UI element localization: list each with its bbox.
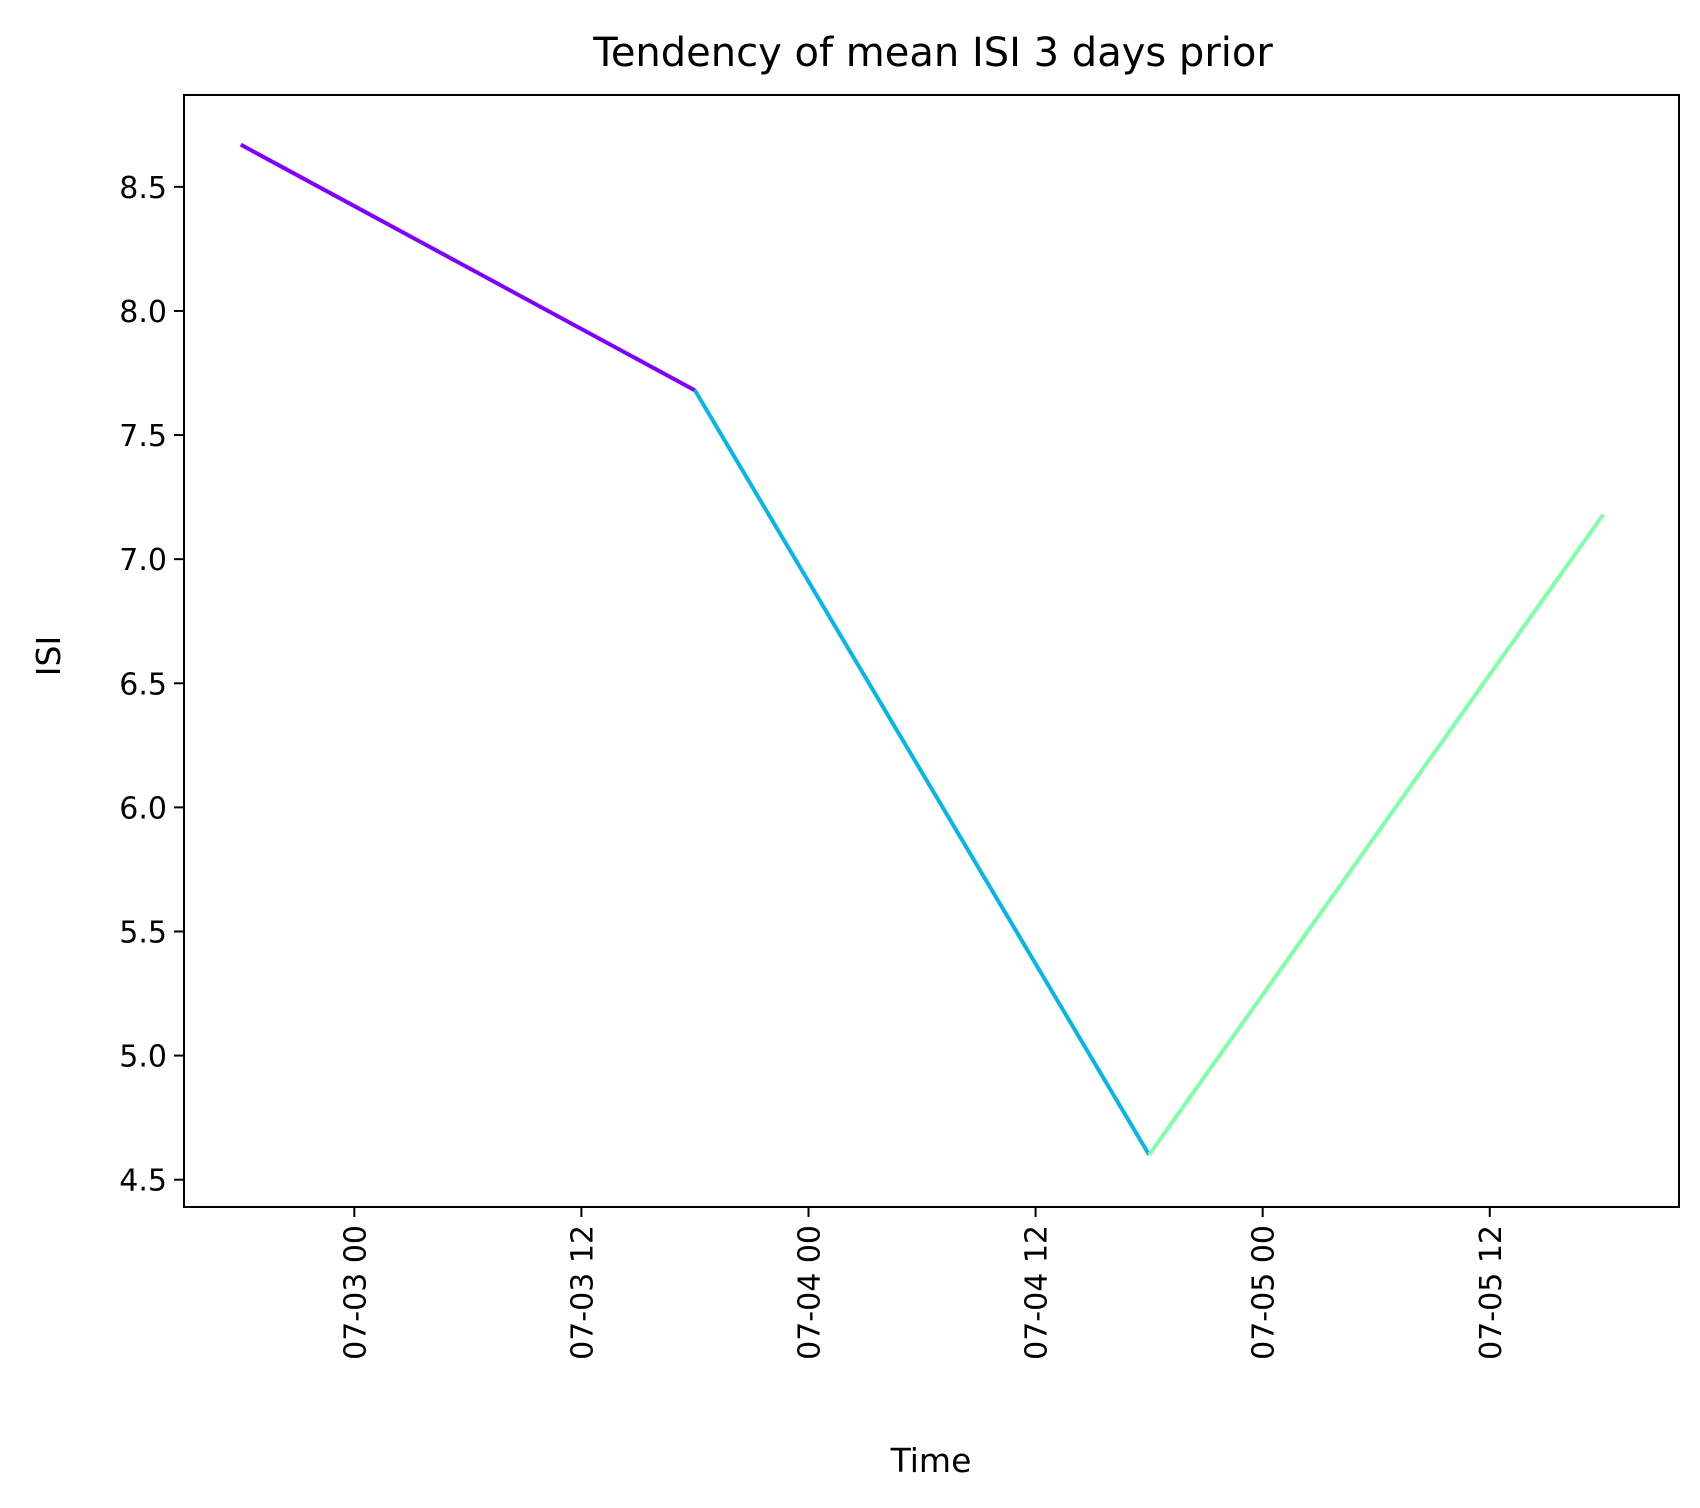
y-tick-label: 7.5 (119, 419, 167, 454)
x-axis: 07-03 00 07-03 12 07-04 00 07-04 12 07-05 00… (338, 1207, 1509, 1360)
series-segment-3 (1147, 513, 1605, 1157)
y-tick-label: 7.0 (119, 543, 167, 578)
x-tick-label: 07-03 00 (338, 1225, 373, 1360)
y-tick-label: 8.5 (119, 171, 167, 206)
y-tick-label: 4.5 (119, 1164, 167, 1199)
series-segment-2 (693, 389, 1151, 1156)
y-tick-label: 8.0 (119, 295, 167, 330)
plot-frame (183, 94, 1680, 1208)
y-tick-label: 6.0 (119, 791, 167, 826)
x-tick-label: 07-05 12 (1474, 1225, 1509, 1360)
y-axis-label: ISI (29, 636, 68, 676)
x-tick-label: 07-04 12 (1020, 1225, 1055, 1360)
y-axis: 4.5 5.0 5.5 6.0 6.5 7.0 7.5 8.0 8.5 (119, 171, 184, 1199)
x-tick-label: 07-03 12 (565, 1225, 600, 1360)
series-lines (239, 142, 1605, 1157)
x-tick-label: 07-05 00 (1247, 1225, 1282, 1360)
y-tick-label: 6.5 (119, 667, 167, 702)
chart-title: Tendency of mean ISI 3 days prior (592, 30, 1273, 76)
y-tick-label: 5.0 (119, 1040, 167, 1075)
y-tick-label: 5.5 (119, 915, 167, 950)
x-tick-label: 07-04 00 (792, 1225, 827, 1360)
series-segment-1 (239, 142, 696, 393)
x-axis-label: Time (890, 1441, 972, 1480)
